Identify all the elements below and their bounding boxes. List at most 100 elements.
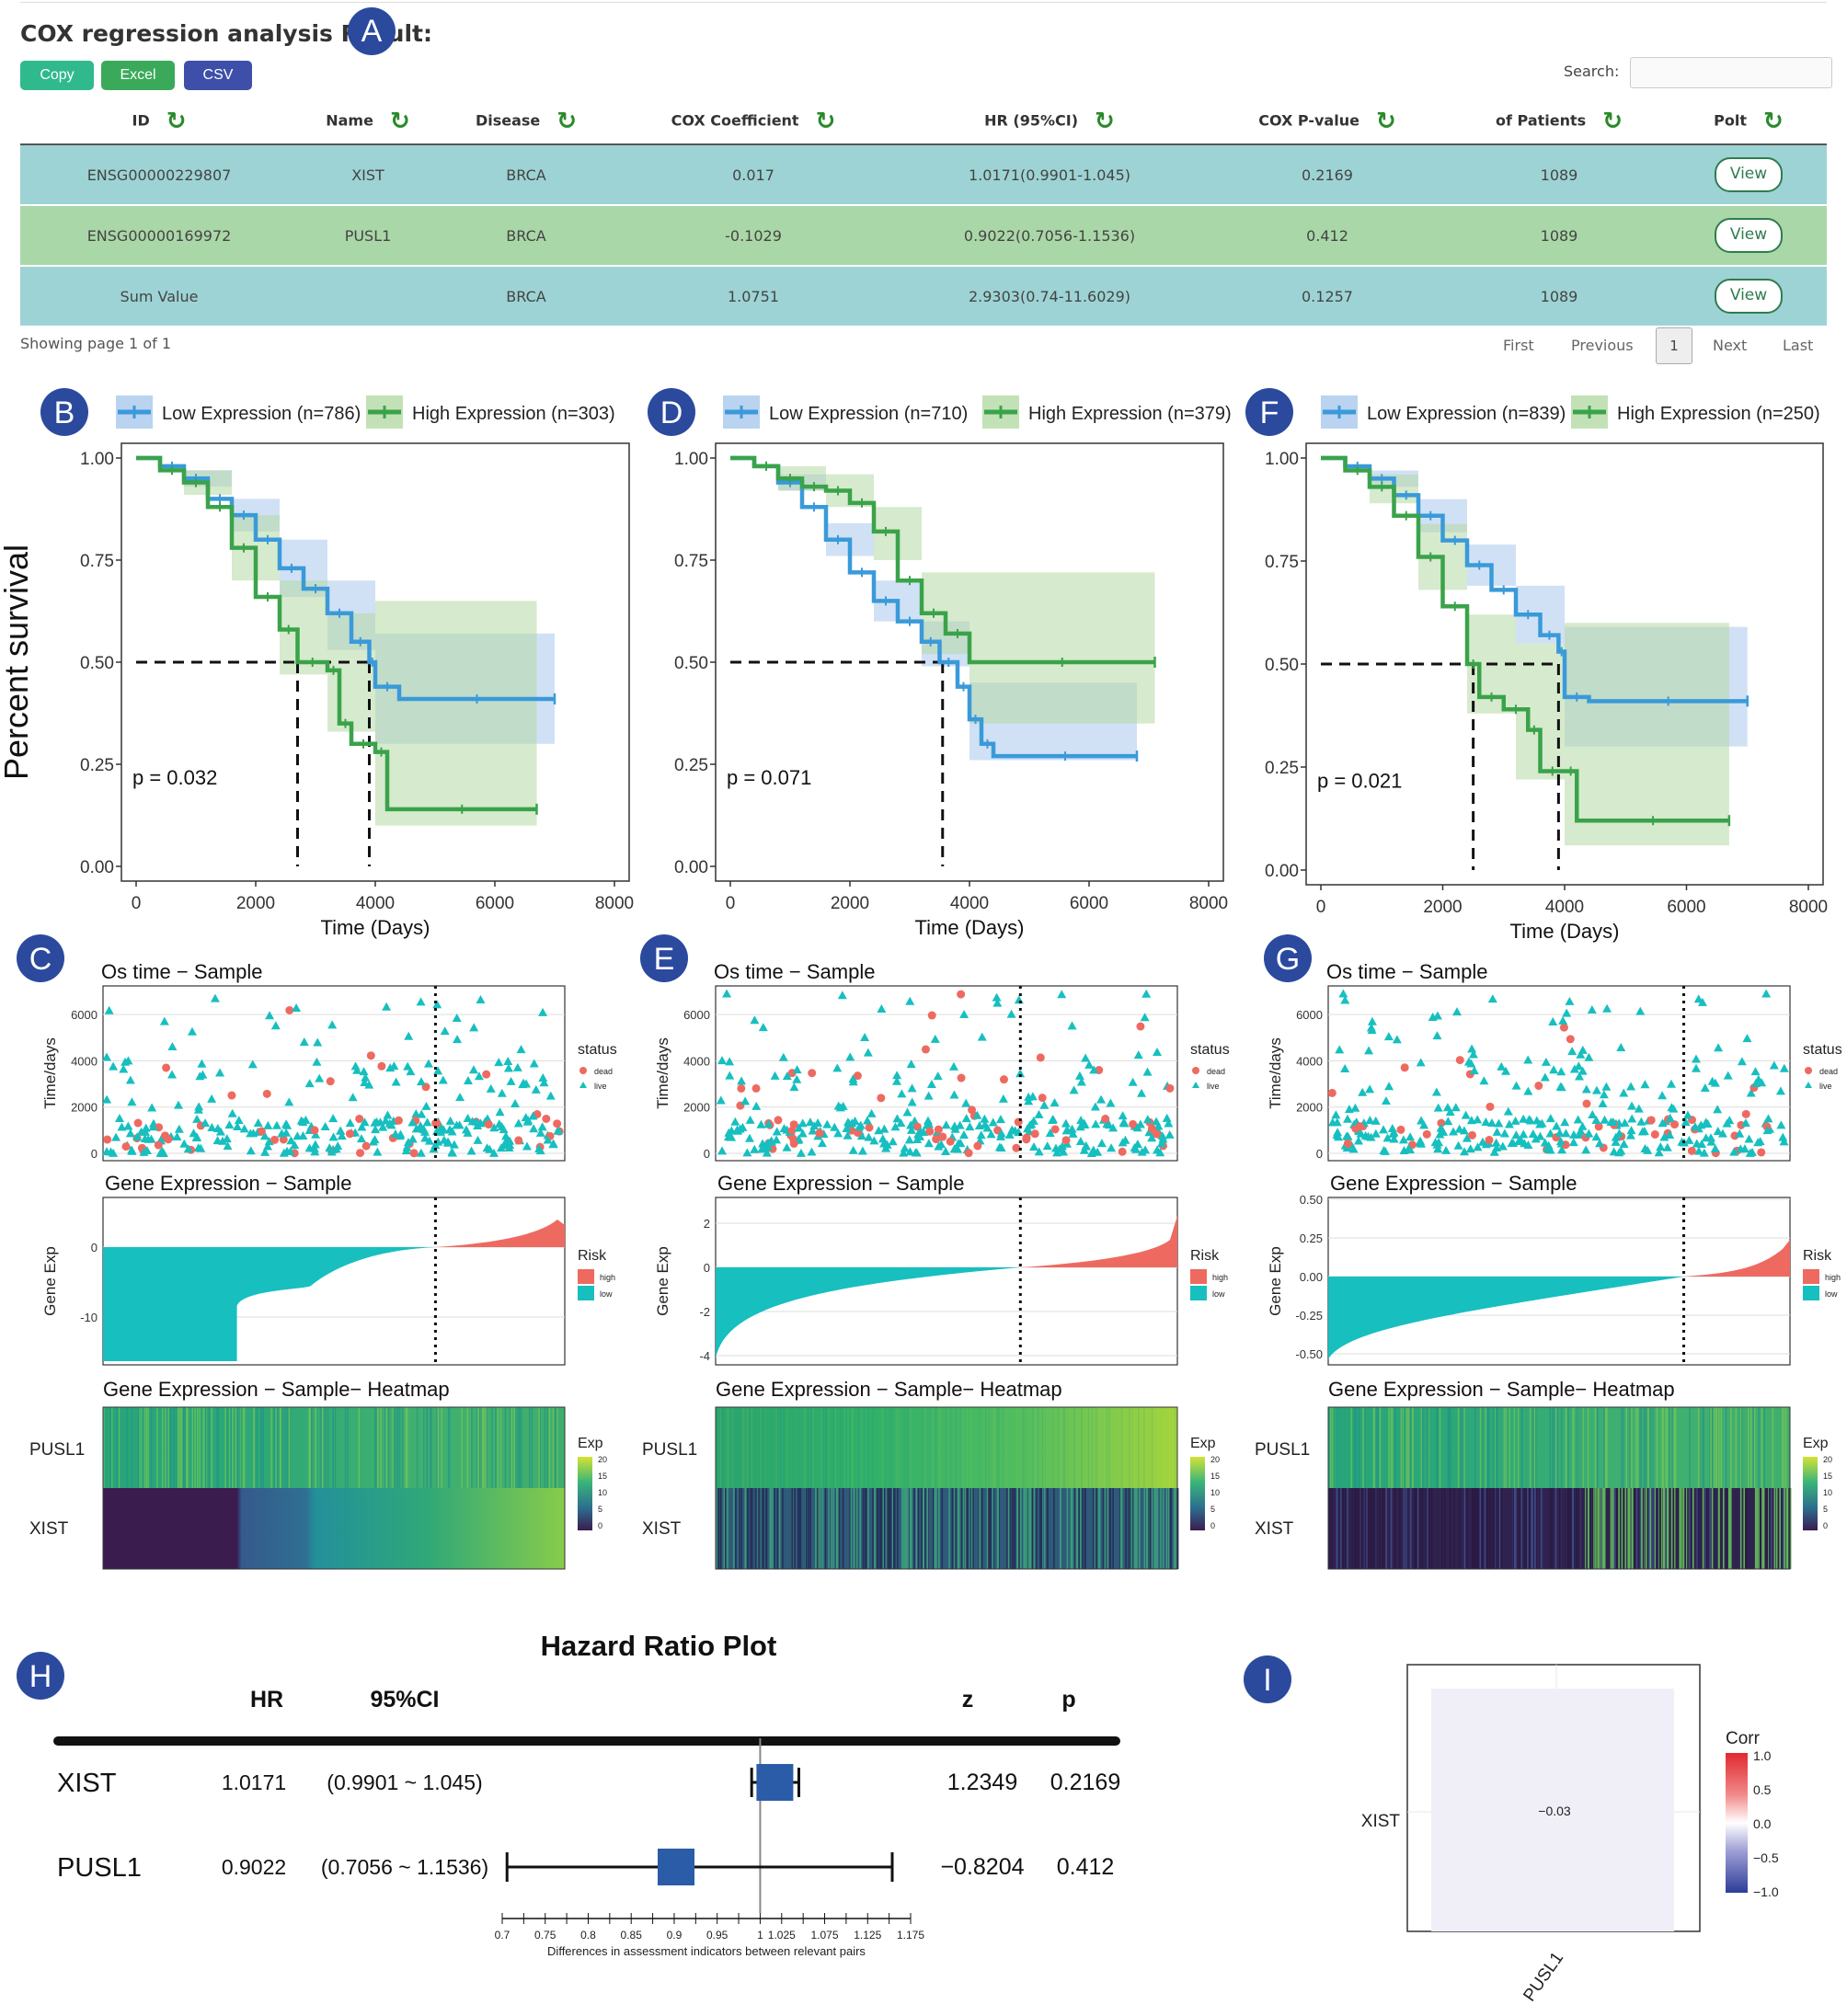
heatmap-stripe: [847, 1407, 849, 1488]
heatmap-stripe: [1605, 1407, 1608, 1488]
legend-tick-label: 10: [1823, 1488, 1832, 1497]
heatmap-stripe: [886, 1488, 889, 1569]
point-live: [1416, 1058, 1426, 1067]
point-live: [976, 1130, 986, 1140]
point-live: [843, 1130, 853, 1140]
point-live: [421, 1101, 431, 1110]
pager-first[interactable]: First: [1503, 337, 1534, 354]
x-tick-label: 2000: [831, 894, 869, 913]
point-live: [915, 1127, 925, 1136]
sort-icon[interactable]: ↻: [1375, 108, 1396, 135]
col-header-patients[interactable]: of Patients ↻: [1448, 99, 1670, 145]
point-live: [1164, 1118, 1174, 1128]
heatmap-stripe: [1718, 1407, 1720, 1488]
heatmap-stripe: [1073, 1407, 1076, 1488]
showing-text: Showing page 1 of 1: [20, 335, 171, 352]
point-live: [328, 1132, 338, 1141]
heatmap-stripe: [1149, 1488, 1152, 1569]
heatmap-stripe: [939, 1407, 942, 1488]
col-header-name[interactable]: Name ↻: [298, 99, 438, 145]
col-header-cox-pvalue[interactable]: COX P-value ↻: [1207, 99, 1448, 145]
heatmap-stripe: [777, 1407, 779, 1488]
sort-icon[interactable]: ↻: [166, 108, 187, 135]
scatter-points: [716, 989, 1175, 1158]
heatmap-stripe: [1399, 1407, 1402, 1488]
heatmap-stripe: [1679, 1488, 1681, 1569]
point-dead: [789, 1139, 798, 1148]
heatmap-stripe: [1521, 1407, 1524, 1488]
point-live: [1075, 1122, 1085, 1131]
heatmap-stripe: [1472, 1488, 1474, 1569]
col-header-hr[interactable]: HR (95%CI) ↻: [892, 99, 1207, 145]
point-live: [1463, 1057, 1474, 1066]
col-header-id[interactable]: ID ↻: [20, 99, 298, 145]
point-live: [900, 1143, 910, 1152]
pager-previous[interactable]: Previous: [1571, 337, 1634, 354]
point-live: [310, 1140, 320, 1149]
heatmap-stripe: [728, 1407, 730, 1488]
point-live: [327, 1147, 337, 1156]
view-button[interactable]: View: [1715, 279, 1783, 314]
heatmap-stripe: [513, 1407, 515, 1488]
point-live: [1569, 1129, 1579, 1139]
point-live: [1619, 1088, 1629, 1097]
point-dead: [1012, 1143, 1021, 1152]
copy-button[interactable]: Copy: [20, 61, 94, 90]
heatmap-stripe: [546, 1407, 548, 1488]
corr-legend-tick: −0.5: [1753, 1850, 1779, 1865]
cell-disease: BRCA: [438, 143, 614, 205]
point-live: [758, 1023, 768, 1032]
csv-button[interactable]: CSV: [184, 61, 252, 90]
sort-icon[interactable]: ↻: [556, 108, 578, 135]
x-tick-label: 6000: [476, 894, 514, 913]
sort-icon[interactable]: ↻: [1602, 108, 1623, 135]
point-dead: [932, 1135, 941, 1144]
heatmap-stripe: [1493, 1488, 1496, 1569]
heatmap-stripe: [1409, 1407, 1412, 1488]
col-header-polt[interactable]: Polt ↻: [1670, 99, 1827, 145]
heatmap-stripe: [820, 1488, 822, 1569]
point-dead: [964, 1149, 973, 1158]
sort-icon[interactable]: ↻: [1095, 108, 1115, 135]
search-input[interactable]: [1630, 57, 1832, 88]
view-button[interactable]: View: [1715, 157, 1783, 192]
point-live: [336, 1126, 346, 1135]
legend-title: Exp: [578, 1436, 603, 1451]
heatmap-stripe: [1588, 1488, 1589, 1569]
legend-dead-icon: [1805, 1067, 1812, 1074]
view-button[interactable]: View: [1715, 218, 1783, 253]
pager-page-1[interactable]: 1: [1656, 327, 1692, 364]
point-live: [125, 1075, 135, 1084]
point-live: [416, 997, 426, 1006]
sort-icon[interactable]: ↻: [1763, 108, 1784, 135]
point-live: [1445, 1107, 1455, 1117]
heatmap-stripe: [1711, 1407, 1714, 1488]
table-row: ENSG00000229807 XIST BRCA 0.017 1.0171(0…: [20, 143, 1827, 205]
heatmap-stripe: [1425, 1488, 1428, 1569]
heatmap-stripe: [1682, 1488, 1684, 1569]
point-live: [1591, 1085, 1601, 1094]
point-live: [1443, 1117, 1453, 1126]
point-live: [892, 1071, 902, 1080]
heatmap-stripe: [820, 1407, 822, 1488]
col-header-cox-coefficient[interactable]: COX Coefficient ↻: [614, 99, 892, 145]
heatmap-stripe: [1529, 1407, 1532, 1488]
point-live: [486, 1083, 496, 1093]
col-header-disease[interactable]: Disease ↻: [438, 99, 614, 145]
heatmap-stripe: [804, 1407, 807, 1488]
excel-button[interactable]: Excel: [101, 61, 175, 90]
heatmap-stripe: [273, 1407, 276, 1488]
point-live: [1381, 1096, 1391, 1105]
sort-icon[interactable]: ↻: [815, 108, 836, 135]
y-tick-label: -10: [80, 1311, 98, 1324]
corr-colorbar: [1726, 1753, 1748, 1893]
pager-last[interactable]: Last: [1783, 337, 1814, 354]
point-live: [356, 1134, 366, 1143]
heatmap-stripe: [132, 1407, 133, 1488]
sort-icon[interactable]: ↻: [389, 108, 410, 135]
heatmap-stripe: [936, 1407, 939, 1488]
point-live: [1481, 1117, 1491, 1127]
pager-next[interactable]: Next: [1713, 337, 1748, 354]
bar-high-area: [1683, 1240, 1790, 1277]
